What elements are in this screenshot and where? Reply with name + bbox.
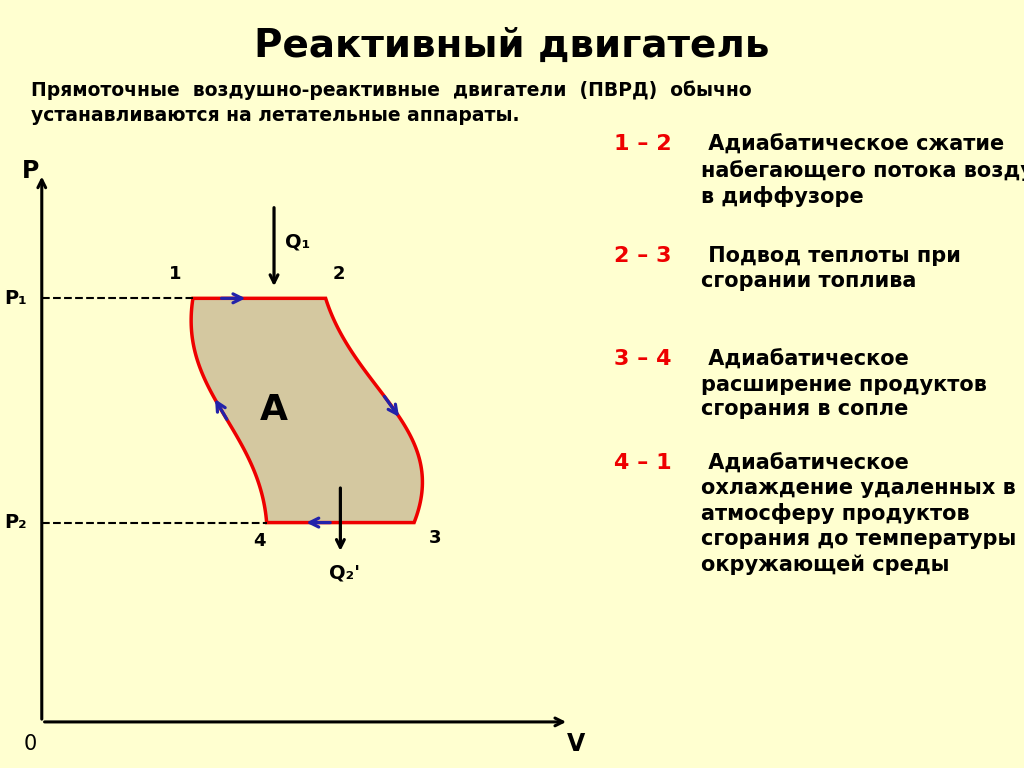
Text: 3: 3 [429,529,441,547]
Text: V: V [567,732,586,756]
Text: P₂: P₂ [4,513,27,532]
Text: 2: 2 [333,265,345,283]
Text: 1: 1 [169,265,182,283]
Text: 1 – 2: 1 – 2 [614,134,672,154]
Text: P: P [23,159,39,183]
Text: Подвод теплоты при
сгорании топлива: Подвод теплоты при сгорании топлива [701,246,962,290]
Polygon shape [191,298,423,522]
Text: P₁: P₁ [4,289,27,308]
Text: Q₁: Q₁ [285,233,310,252]
Text: Адиабатическое
охлаждение удаленных в
атмосферу продуктов
сгорания до температур: Адиабатическое охлаждение удаленных в ат… [701,453,1017,574]
Text: Q₂': Q₂' [329,563,359,582]
Text: Адиабатическое
расширение продуктов
сгорания в сопле: Адиабатическое расширение продуктов сгор… [701,349,987,419]
Text: 2 – 3: 2 – 3 [614,246,672,266]
Text: 4 – 1: 4 – 1 [614,453,672,473]
Text: 0: 0 [25,733,37,753]
Text: Прямоточные  воздушно-реактивные  двигатели  (ПВРД)  обычно: Прямоточные воздушно-реактивные двигател… [31,81,752,100]
Text: Адиабатическое сжатие
набегающего потока воздуха
в диффузоре: Адиабатическое сжатие набегающего потока… [701,134,1024,207]
Text: 4: 4 [253,532,265,550]
Text: A: A [260,393,288,428]
Text: Реактивный двигатель: Реактивный двигатель [254,27,770,65]
Text: устанавливаются на летательные аппараты.: устанавливаются на летательные аппараты. [31,106,519,125]
Text: 3 – 4: 3 – 4 [614,349,672,369]
